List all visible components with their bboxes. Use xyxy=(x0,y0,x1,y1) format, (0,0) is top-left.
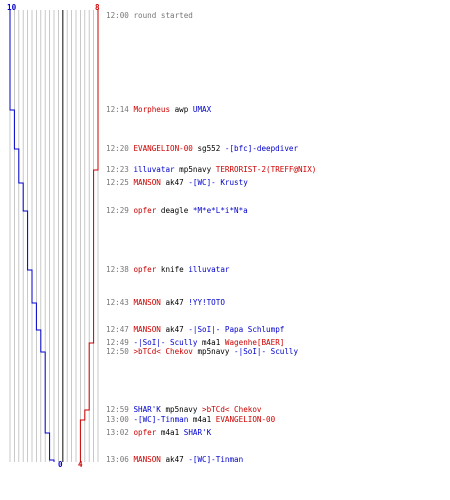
event-time: 12:50 xyxy=(106,347,129,356)
red-start-score: 8 xyxy=(95,3,100,12)
victim-name: -|SoI|- Papa Schlumpf xyxy=(188,325,285,334)
kill-event: 12:47 MANSON ak47 -|SoI|- Papa Schlumpf xyxy=(106,325,284,334)
weapon-name: mp5navy xyxy=(179,165,212,174)
victim-name: >bTCd< Chekov xyxy=(202,405,262,414)
killer-name: MANSON xyxy=(133,298,161,307)
kill-event: 12:25 MANSON ak47 -[WC]- Krusty xyxy=(106,178,248,187)
event-time: 12:00 xyxy=(106,11,129,20)
blue-end-score: 0 xyxy=(58,460,63,469)
kill-event: 12:59 SHAR'K mp5navy >bTCd< Chekov xyxy=(106,405,261,414)
victim-name: !YY!TOTO xyxy=(188,298,225,307)
killer-name: -[WC]-Tinman xyxy=(133,415,189,424)
victim-name: -|SoI|- Scully xyxy=(234,347,299,356)
blue-team-score-line xyxy=(9,10,55,462)
event-time: 12:47 xyxy=(106,325,129,334)
killer-name: illuvatar xyxy=(133,165,175,174)
killer-name: SHAR'K xyxy=(133,405,161,414)
kill-event: 12:49 -|SoI|- Scully m4a1 Wagenhe[BAER] xyxy=(106,338,284,347)
red-end-score: 4 xyxy=(78,460,83,469)
kill-event: 12:43 MANSON ak47 !YY!TOTO xyxy=(106,298,225,307)
weapon-name: ak47 xyxy=(165,325,184,334)
kill-event: 12:20 EVANGELION-00 sg552 -[bfc]-deepdiv… xyxy=(106,144,298,153)
killer-name: >bTCd< Chekov xyxy=(133,347,193,356)
killer-name: -|SoI|- Scully xyxy=(133,338,198,347)
event-text: round started xyxy=(133,11,193,20)
killer-name: MANSON xyxy=(133,325,161,334)
event-time: 12:59 xyxy=(106,405,129,414)
event-time: 13:06 xyxy=(106,455,129,464)
event-time: 12:25 xyxy=(106,178,129,187)
weapon-name: ak47 xyxy=(165,298,184,307)
weapon-name: m4a1 xyxy=(202,338,221,347)
event-time: 13:00 xyxy=(106,415,129,424)
event-time: 13:02 xyxy=(106,428,129,437)
kill-event: 13:06 MANSON ak47 -[WC]-Tinman xyxy=(106,455,243,464)
killer-name: MANSON xyxy=(133,178,161,187)
victim-name: -[WC]-Tinman xyxy=(188,455,244,464)
kill-event: 12:50 >bTCd< Chekov mp5navy -|SoI|- Scul… xyxy=(106,347,298,356)
weapon-name: deagle xyxy=(160,206,189,215)
victim-name: UMAX xyxy=(192,105,212,114)
killer-name: Morpheus xyxy=(133,105,171,114)
killer-name: opfer xyxy=(133,206,157,215)
weapon-name: knife xyxy=(160,265,184,274)
kill-event: 12:23 illuvatar mp5navy TERRORIST-2(TREF… xyxy=(106,165,316,174)
event-time: 12:14 xyxy=(106,105,129,114)
event-time: 12:29 xyxy=(106,206,129,215)
killer-name: opfer xyxy=(133,428,157,437)
killer-name: EVANGELION-00 xyxy=(133,144,193,153)
kill-event: 12:14 Morpheus awp UMAX xyxy=(106,105,211,114)
weapon-name: m4a1 xyxy=(160,428,180,437)
event-time: 12:43 xyxy=(106,298,129,307)
killer-name: MANSON xyxy=(133,455,161,464)
weapon-name: m4a1 xyxy=(192,415,212,424)
red-team-score-line xyxy=(79,10,99,462)
event-time: 12:23 xyxy=(106,165,129,174)
victim-name: -[bfc]-deepdiver xyxy=(224,144,299,153)
killer-name: opfer xyxy=(133,265,157,274)
kill-event: 13:02 opfer m4a1 SHAR'K xyxy=(106,428,211,437)
weapon-name: ak47 xyxy=(165,178,184,187)
victim-name: -[WC]- Krusty xyxy=(188,178,248,187)
victim-name: illuvatar xyxy=(188,265,230,274)
victim-name: EVANGELION-00 xyxy=(215,415,276,424)
kill-event: 12:38 opfer knife illuvatar xyxy=(106,265,229,274)
victim-name: TERRORIST-2(TREFF@NIX) xyxy=(215,165,317,174)
weapon-name: awp xyxy=(174,105,189,114)
weapon-name: mp5navy xyxy=(165,405,198,414)
round-start-event: 12:00 round started xyxy=(106,11,193,20)
weapon-name: ak47 xyxy=(165,455,184,464)
event-time: 12:20 xyxy=(106,144,129,153)
event-time: 12:38 xyxy=(106,265,129,274)
victim-name: SHAR'K xyxy=(183,428,212,437)
victim-name: *M*e*L*i*N*a xyxy=(192,206,248,215)
kill-event: 12:29 opfer deagle *M*e*L*i*N*a xyxy=(106,206,248,215)
victim-name: Wagenhe[BAER] xyxy=(224,338,285,347)
weapon-name: mp5navy xyxy=(197,347,230,356)
event-time: 12:49 xyxy=(106,338,129,347)
kill-event: 13:00 -[WC]-Tinman m4a1 EVANGELION-00 xyxy=(106,415,275,424)
blue-start-score: 10 xyxy=(7,3,17,12)
weapon-name: sg552 xyxy=(197,144,221,153)
